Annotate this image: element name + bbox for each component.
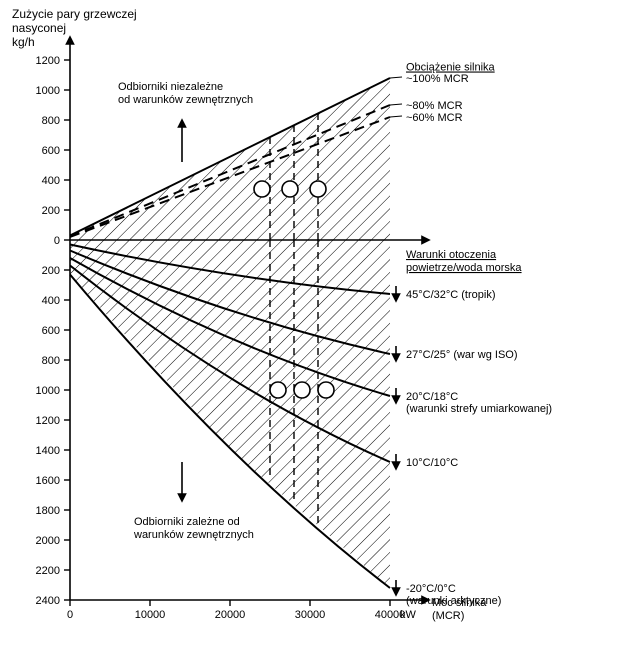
y-tick-label: 400 <box>42 295 60 307</box>
upper-circle-label-3: 3 <box>315 185 321 196</box>
lower-series-label-0: 45°C/32°C (tropik) <box>406 289 496 301</box>
lower-circle-label-6: 6 <box>323 386 329 397</box>
lower-header: Warunki otoczeniapowietrze/woda morska <box>406 249 522 274</box>
chart-svg: 010000200003000040000kWMoc silnika(MCR)1… <box>0 0 625 649</box>
y-tick-label: 1000 <box>36 385 60 397</box>
y-tick-label: 2000 <box>36 535 60 547</box>
x-tick-label: 20000 <box>215 609 246 621</box>
y-tick-label: 1200 <box>36 415 60 427</box>
upper-series-label-2: ~60% MCR <box>406 112 463 124</box>
lower-series-label-4: -20°C/0°C(warunki arktyczne) <box>406 583 501 607</box>
upper-header: Obciążenie silnika <box>406 62 496 74</box>
y-tick-label: 0 <box>54 235 60 247</box>
y-tick-label: 200 <box>42 205 60 217</box>
upper-series-label-1: ~80% MCR <box>406 100 463 112</box>
lower-annotation: Odbiorniki zależne odwarunków zewnętrzny… <box>133 516 254 541</box>
y-tick-label: 600 <box>42 145 60 157</box>
y-tick-label: 1800 <box>36 505 60 517</box>
svg-text:kW: kW <box>400 609 417 621</box>
y-tick-label: 2400 <box>36 595 60 607</box>
y-tick-label: 1000 <box>36 85 60 97</box>
upper-series-label-0: ~100% MCR <box>406 73 469 85</box>
chart-container: 010000200003000040000kWMoc silnika(MCR)1… <box>0 0 625 649</box>
lower-series-label-2: 20°C/18°C(warunki strefy umiarkowanej) <box>406 391 552 415</box>
y-tick-label: 2200 <box>36 565 60 577</box>
x-tick-label: 10000 <box>135 609 166 621</box>
upper-annotation: Odbiorniki niezależneod warunków zewnętr… <box>118 81 253 106</box>
y-tick-label: 600 <box>42 325 60 337</box>
y-tick-label: 800 <box>42 115 60 127</box>
lower-series-label-1: 27°C/25° (war wg ISO) <box>406 349 518 361</box>
x-tick-label: 30000 <box>295 609 326 621</box>
y-tick-label: 200 <box>42 265 60 277</box>
upper-circle-label-2: 2 <box>287 185 293 196</box>
lower-circle-label-5: 5 <box>299 386 305 397</box>
x-tick-label: 0 <box>67 609 73 621</box>
y-tick-label: 1600 <box>36 475 60 487</box>
upper-circle-label-1: 1 <box>259 185 265 196</box>
y-tick-label: 400 <box>42 175 60 187</box>
y-tick-label: 1400 <box>36 445 60 457</box>
y-tick-label: 1200 <box>36 55 60 67</box>
lower-series-label-3: 10°C/10°C <box>406 457 458 469</box>
y-tick-label: 800 <box>42 355 60 367</box>
lower-circle-label-4: 4 <box>275 386 281 397</box>
svg-text:Zużycie pary grzewczejnasycone: Zużycie pary grzewczejnasyconejkg/h <box>12 7 137 49</box>
